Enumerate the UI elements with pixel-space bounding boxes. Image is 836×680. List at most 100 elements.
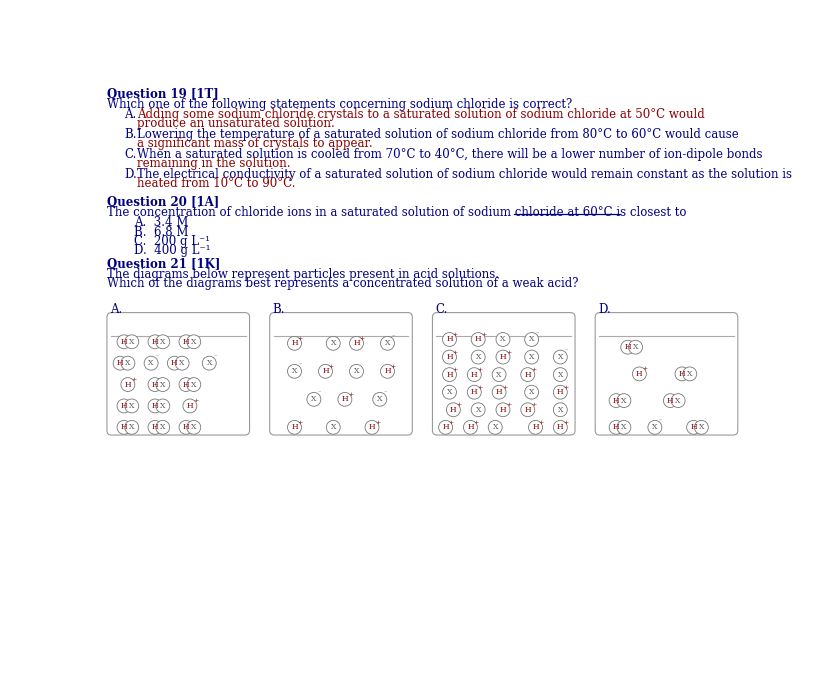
Circle shape (186, 335, 201, 349)
FancyBboxPatch shape (269, 313, 412, 435)
Text: H: H (471, 388, 477, 396)
Text: X: X (160, 402, 166, 410)
Text: remaining in the solution.: remaining in the solution. (137, 157, 290, 170)
Circle shape (307, 392, 320, 406)
Circle shape (632, 367, 645, 381)
Text: X: X (160, 381, 166, 388)
Text: X: X (311, 395, 316, 403)
Text: H: H (450, 406, 456, 413)
Text: H: H (612, 424, 619, 431)
Text: X: X (160, 424, 166, 431)
Circle shape (524, 350, 538, 364)
Text: ⁻: ⁻ (318, 392, 321, 397)
Text: H: H (666, 396, 673, 405)
Circle shape (125, 335, 139, 349)
Text: The diagrams below represent particles present in acid solutions.: The diagrams below represent particles p… (107, 268, 498, 281)
Text: X: X (385, 339, 390, 347)
Text: D.: D. (124, 168, 136, 181)
Text: H: H (151, 424, 158, 431)
Circle shape (492, 386, 506, 399)
Circle shape (609, 394, 622, 407)
Circle shape (372, 392, 386, 406)
Text: +: + (530, 367, 536, 372)
Circle shape (155, 420, 170, 435)
Text: +: + (452, 367, 457, 372)
Text: D.  400 g L⁻¹: D. 400 g L⁻¹ (134, 244, 211, 257)
Text: X: X (129, 402, 135, 410)
Circle shape (442, 350, 456, 364)
Text: +: + (530, 403, 536, 407)
Circle shape (179, 335, 193, 349)
Text: The electrical conductivity of a saturated solution of sodium chloride would rem: The electrical conductivity of a saturat… (137, 168, 791, 181)
Text: +: + (298, 420, 303, 425)
Text: H: H (353, 339, 359, 347)
Text: H: H (446, 335, 452, 343)
Circle shape (144, 356, 158, 370)
Circle shape (179, 420, 193, 435)
Text: X: X (354, 367, 359, 375)
Circle shape (647, 420, 661, 435)
Text: X: X (191, 338, 196, 346)
Text: X: X (528, 335, 533, 343)
Circle shape (186, 420, 201, 435)
Text: H: H (182, 424, 189, 431)
Circle shape (553, 386, 567, 399)
Text: ⁻: ⁻ (563, 350, 567, 354)
Circle shape (117, 399, 130, 413)
Text: H: H (384, 367, 390, 375)
Circle shape (380, 364, 394, 378)
Circle shape (167, 356, 181, 370)
Circle shape (553, 420, 567, 435)
Text: H: H (524, 406, 531, 413)
Text: +: + (481, 332, 486, 337)
Text: Question 20 [1A]: Question 20 [1A] (107, 197, 219, 209)
Text: X: X (620, 424, 626, 431)
Circle shape (670, 394, 685, 407)
Text: Lowering the temperature of a saturated solution of sodium chloride from 80°C to: Lowering the temperature of a saturated … (137, 128, 738, 141)
Text: +: + (506, 403, 511, 407)
Text: +: + (448, 420, 453, 425)
Text: produce an unsaturated solution.: produce an unsaturated solution. (137, 117, 334, 130)
Text: X: X (191, 381, 196, 388)
Text: X: X (557, 353, 563, 361)
Circle shape (179, 377, 193, 392)
Circle shape (202, 356, 216, 370)
Text: H: H (556, 424, 563, 431)
Circle shape (471, 333, 485, 346)
Circle shape (442, 333, 456, 346)
Text: +: + (563, 385, 568, 390)
Circle shape (553, 403, 567, 417)
Text: +: + (452, 350, 457, 354)
Text: +: + (298, 336, 303, 341)
Text: +: + (348, 392, 353, 397)
Circle shape (117, 420, 130, 435)
Circle shape (148, 420, 162, 435)
Text: H: H (182, 338, 189, 346)
Circle shape (148, 377, 162, 392)
Text: a significant mass of crystals to appear.: a significant mass of crystals to appear… (137, 137, 372, 150)
Text: X: X (148, 359, 154, 367)
Text: X: X (492, 424, 497, 431)
Text: X: X (376, 395, 382, 403)
Text: ⁻: ⁻ (658, 420, 661, 425)
Text: H: H (186, 402, 193, 410)
Text: X: X (475, 406, 481, 413)
Circle shape (520, 403, 534, 417)
Circle shape (528, 420, 542, 435)
Text: C.: C. (124, 148, 136, 161)
Text: Which one of the following statements concerning sodium chloride is correct?: Which one of the following statements co… (107, 98, 572, 111)
Text: X: X (496, 371, 502, 379)
Text: A.: A. (124, 107, 136, 121)
Text: H: H (291, 339, 298, 347)
Circle shape (186, 377, 201, 392)
Text: H: H (151, 402, 158, 410)
Text: H: H (499, 353, 506, 361)
Circle shape (496, 350, 509, 364)
Circle shape (442, 386, 456, 399)
Circle shape (155, 335, 170, 349)
Text: X: X (160, 338, 166, 346)
Text: H: H (120, 402, 127, 410)
Text: H: H (182, 381, 189, 388)
Circle shape (183, 399, 196, 413)
Text: H: H (117, 359, 123, 367)
